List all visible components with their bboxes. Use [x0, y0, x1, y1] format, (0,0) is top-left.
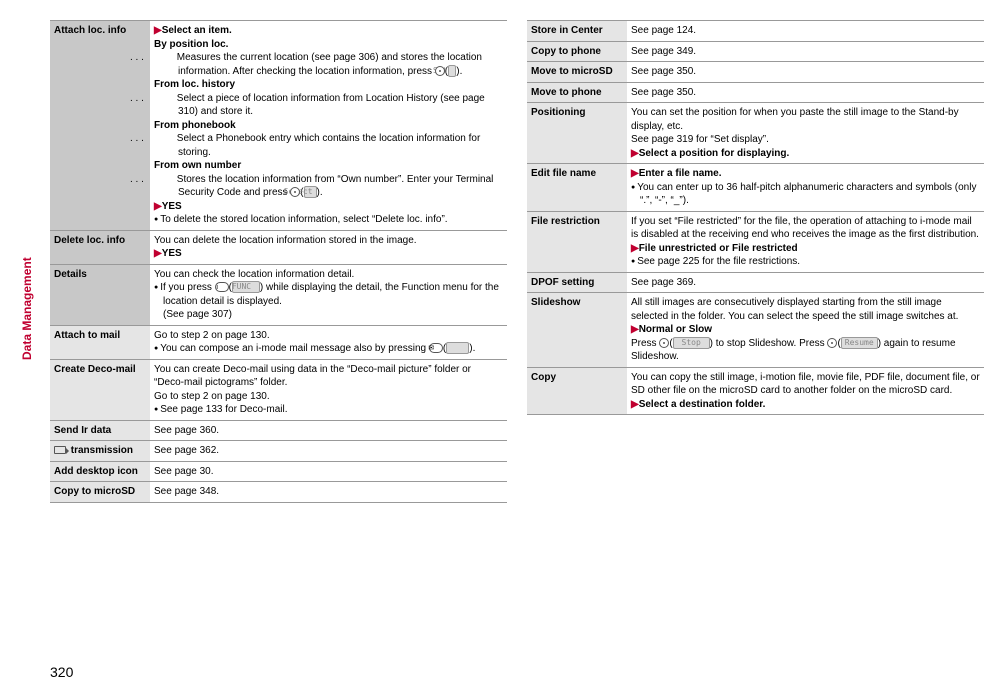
- page-number: 320: [50, 664, 73, 680]
- row-label: Delete loc. info: [50, 230, 150, 264]
- left-column: Attach loc. info▶Select an item.By posit…: [50, 20, 507, 503]
- row-body: ▶Select an item.By position loc.. . . Me…: [150, 21, 507, 231]
- row-label: transmission: [50, 441, 150, 462]
- right-column: Store in CenterSee page 124.Copy to phon…: [527, 20, 984, 503]
- row-body: See page 30.: [150, 461, 507, 482]
- row-body: See page 348.: [150, 482, 507, 503]
- row-body: You can copy the still image, i-motion f…: [627, 367, 984, 415]
- row-body: See page 124.: [627, 21, 984, 42]
- side-tab: Data Management: [20, 257, 34, 360]
- row-label: Edit file name: [527, 164, 627, 212]
- row-label: Store in Center: [527, 21, 627, 42]
- row-body: Go to step 2 on page 130.You can compose…: [150, 325, 507, 359]
- row-body: See page 369.: [627, 272, 984, 293]
- row-body: See page 349.: [627, 41, 984, 62]
- row-label: Move to microSD: [527, 62, 627, 83]
- row-label: Positioning: [527, 103, 627, 164]
- row-body: See page 350.: [627, 82, 984, 103]
- row-body: You can delete the location information …: [150, 230, 507, 264]
- row-label: Add desktop icon: [50, 461, 150, 482]
- row-label: Move to phone: [527, 82, 627, 103]
- row-label: File restriction: [527, 211, 627, 272]
- row-body: You can set the position for when you pa…: [627, 103, 984, 164]
- row-label: Copy to phone: [527, 41, 627, 62]
- row-body: All still images are consecutively displ…: [627, 293, 984, 368]
- row-body: If you set “File restricted” for the fil…: [627, 211, 984, 272]
- row-body: See page 350.: [627, 62, 984, 83]
- row-body: You can check the location information d…: [150, 264, 507, 325]
- content-columns: Attach loc. info▶Select an item.By posit…: [50, 20, 984, 503]
- row-label: Create Deco-mail: [50, 359, 150, 420]
- row-body: You can create Deco-mail using data in t…: [150, 359, 507, 420]
- row-label: Slideshow: [527, 293, 627, 368]
- row-body: See page 362.: [150, 441, 507, 462]
- left-table: Attach loc. info▶Select an item.By posit…: [50, 20, 507, 503]
- row-label: Attach to mail: [50, 325, 150, 359]
- row-label: Copy: [527, 367, 627, 415]
- right-table: Store in CenterSee page 124.Copy to phon…: [527, 20, 984, 415]
- row-body: See page 360.: [150, 420, 507, 441]
- row-body: ▶Enter a file name.You can enter up to 3…: [627, 164, 984, 212]
- row-label: Copy to microSD: [50, 482, 150, 503]
- row-label: Details: [50, 264, 150, 325]
- row-label: Send Ir data: [50, 420, 150, 441]
- row-label: DPOF setting: [527, 272, 627, 293]
